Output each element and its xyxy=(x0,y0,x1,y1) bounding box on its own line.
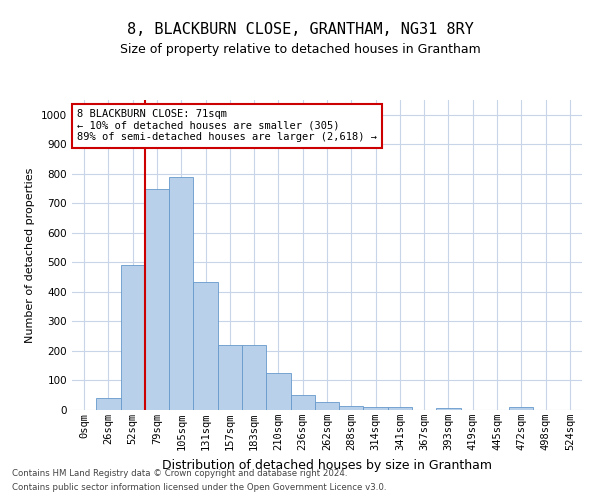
Bar xyxy=(218,345,242,410)
Bar xyxy=(169,177,193,410)
Bar xyxy=(96,398,121,410)
X-axis label: Distribution of detached houses by size in Grantham: Distribution of detached houses by size … xyxy=(162,458,492,471)
Bar xyxy=(121,266,145,410)
Bar xyxy=(290,395,315,410)
Bar xyxy=(388,407,412,410)
Bar xyxy=(145,188,169,410)
Text: 8 BLACKBURN CLOSE: 71sqm
← 10% of detached houses are smaller (305)
89% of semi-: 8 BLACKBURN CLOSE: 71sqm ← 10% of detach… xyxy=(77,110,377,142)
Bar xyxy=(436,408,461,410)
Bar xyxy=(364,407,388,410)
Text: Contains public sector information licensed under the Open Government Licence v3: Contains public sector information licen… xyxy=(12,484,386,492)
Bar xyxy=(509,407,533,410)
Bar xyxy=(266,373,290,410)
Y-axis label: Number of detached properties: Number of detached properties xyxy=(25,168,35,342)
Bar xyxy=(339,406,364,410)
Text: 8, BLACKBURN CLOSE, GRANTHAM, NG31 8RY: 8, BLACKBURN CLOSE, GRANTHAM, NG31 8RY xyxy=(127,22,473,38)
Bar xyxy=(315,402,339,410)
Text: Contains HM Land Registry data © Crown copyright and database right 2024.: Contains HM Land Registry data © Crown c… xyxy=(12,468,347,477)
Bar xyxy=(242,345,266,410)
Text: Size of property relative to detached houses in Grantham: Size of property relative to detached ho… xyxy=(119,42,481,56)
Bar xyxy=(193,282,218,410)
